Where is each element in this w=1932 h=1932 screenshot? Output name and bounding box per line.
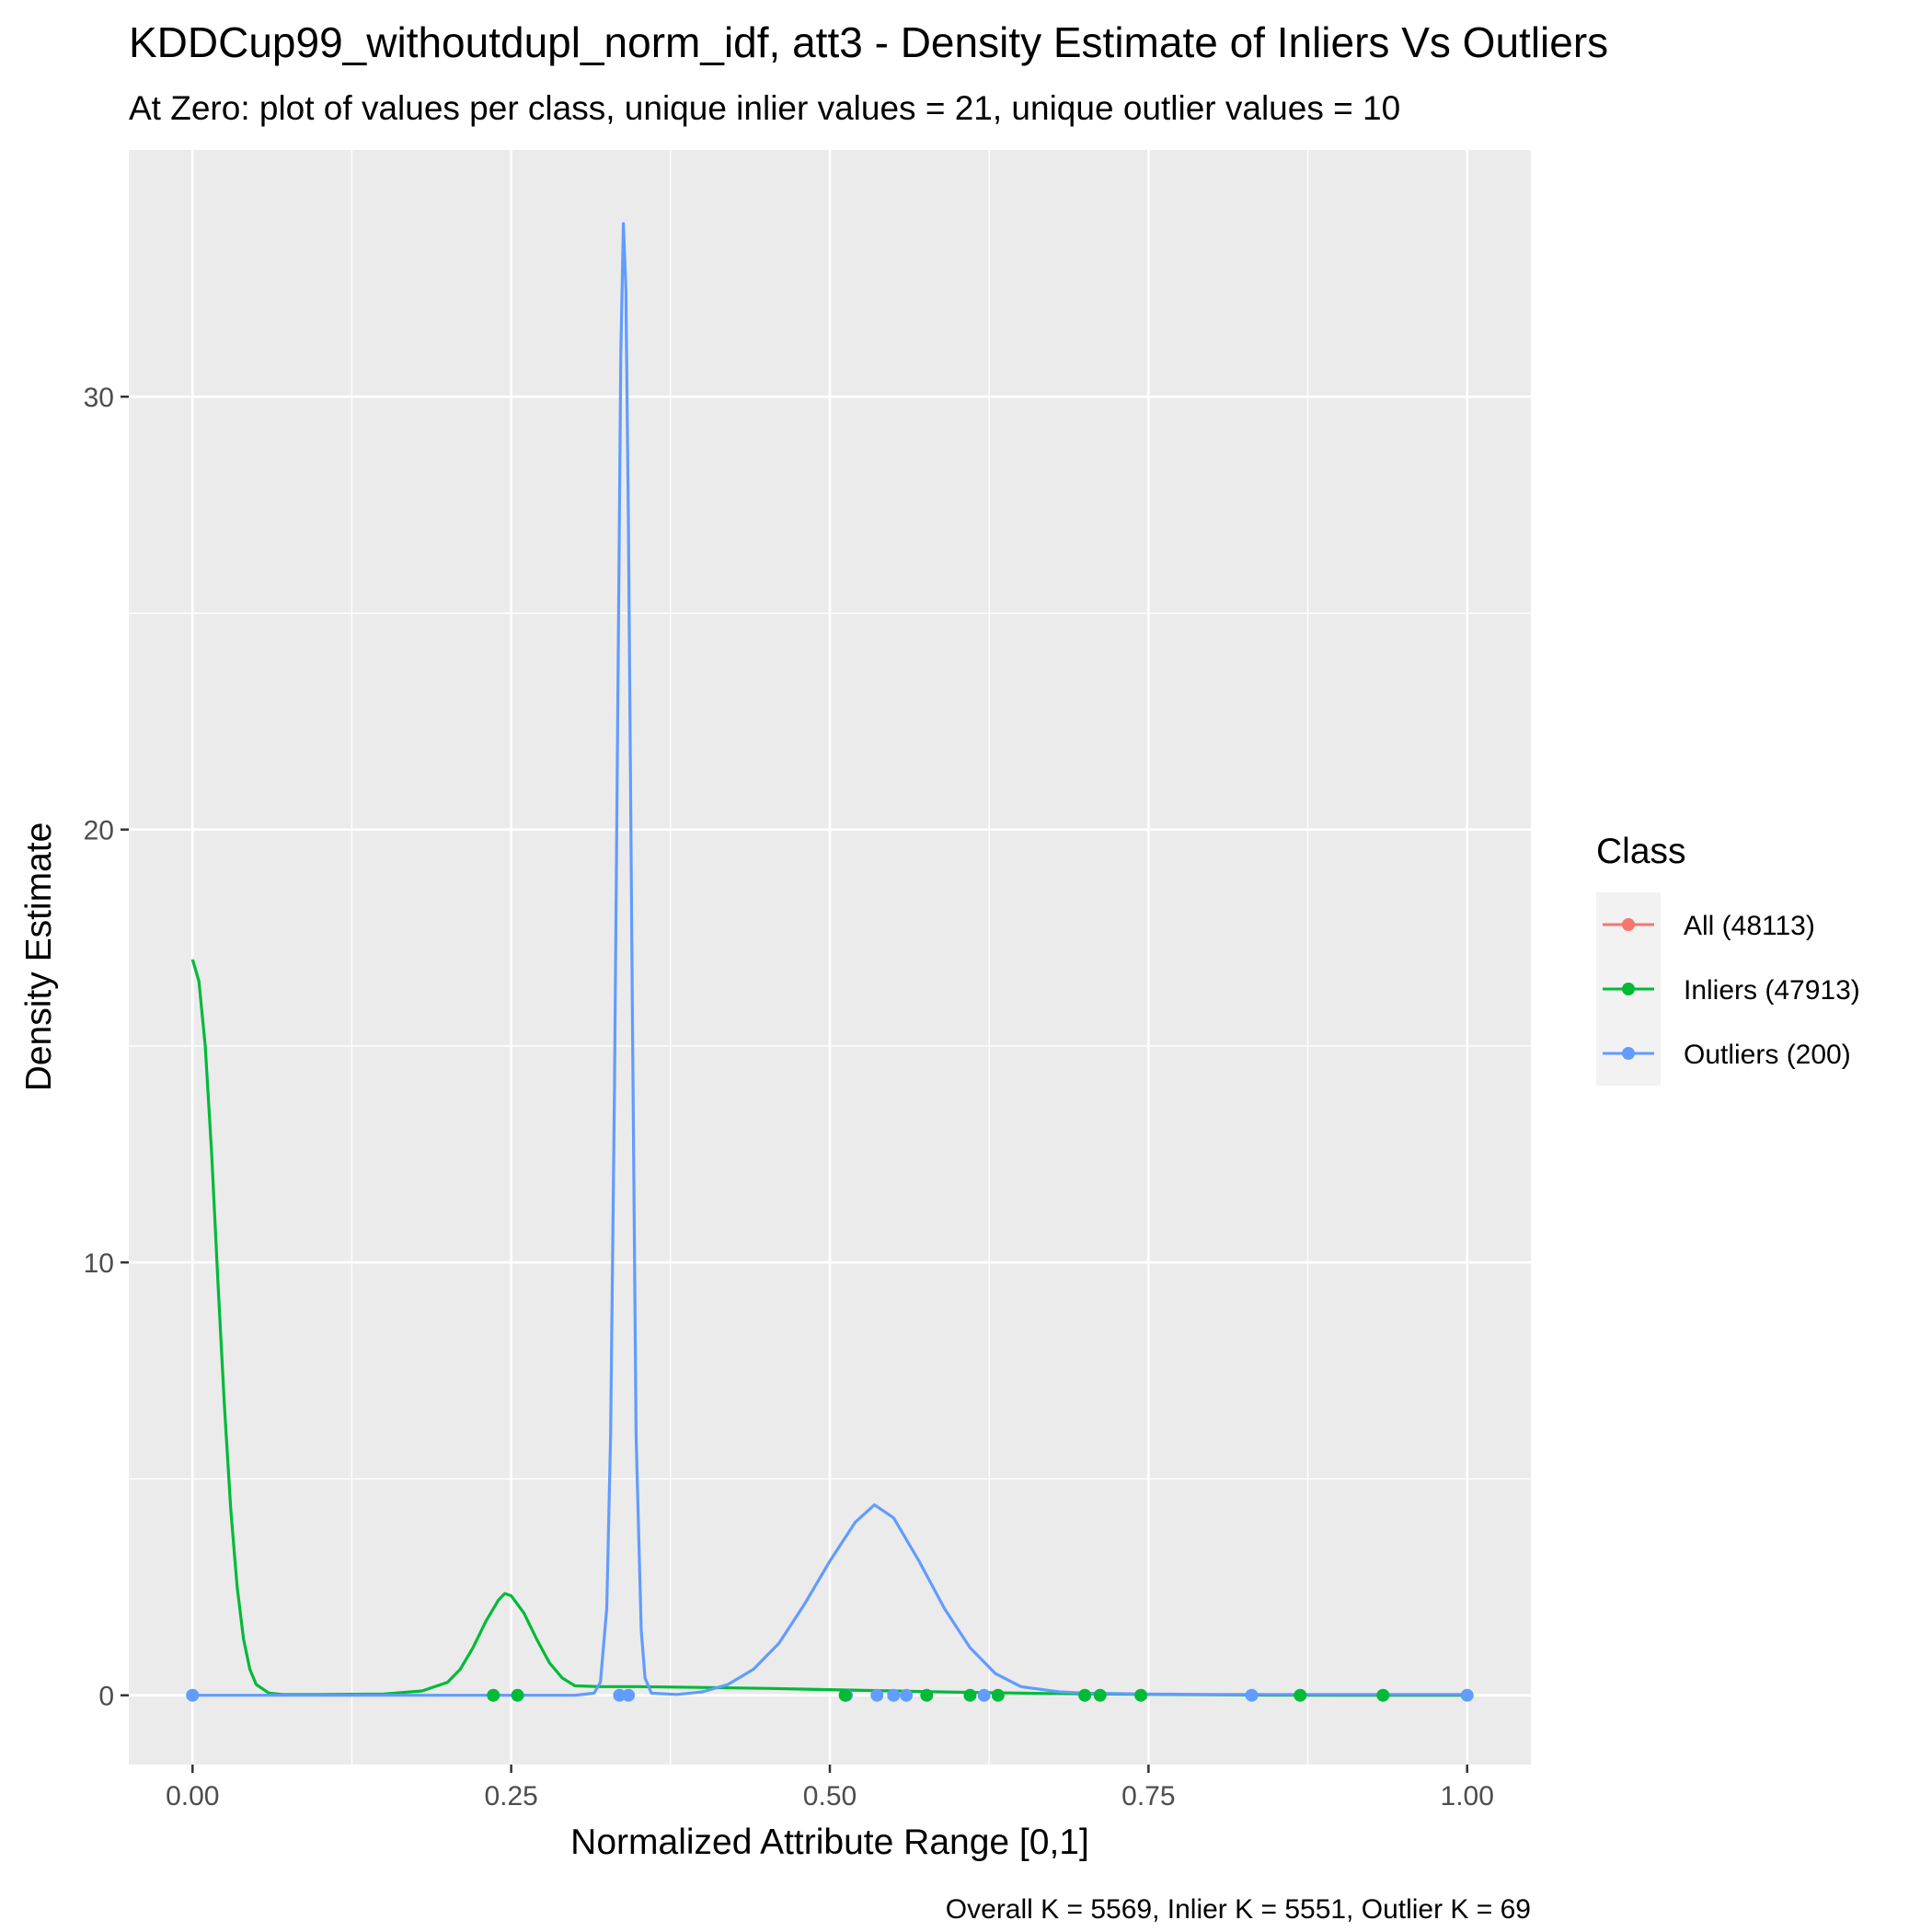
point-inliers — [1294, 1688, 1307, 1702]
x-tick-label: 0.00 — [166, 1781, 219, 1811]
point-outliers — [622, 1688, 636, 1702]
point-outliers — [613, 1688, 627, 1702]
legend-label-inliers: Inliers (47913) — [1684, 975, 1860, 1006]
grid-major — [129, 150, 1531, 1765]
point-outliers — [870, 1688, 884, 1702]
chart-caption: Overall K = 5569, Inlier K = 5551, Outli… — [946, 1894, 1531, 1925]
x-axis: 0.00 0.25 0.50 0.75 1.00 — [166, 1765, 1494, 1811]
x-axis-label: Normalized Attribute Range [0,1] — [570, 1823, 1089, 1862]
point-outliers — [977, 1688, 991, 1702]
point-inliers — [1093, 1688, 1107, 1702]
point-inliers — [1376, 1688, 1390, 1702]
point-inliers — [1134, 1688, 1148, 1702]
point-inliers — [991, 1688, 1005, 1702]
point-inliers — [838, 1688, 852, 1702]
y-tick-label: 30 — [84, 383, 114, 413]
legend-label-all: All (48113) — [1684, 911, 1815, 941]
point-inliers — [963, 1688, 977, 1702]
legend-item-inliers: Inliers (47913) — [1596, 957, 1860, 1021]
series-layer — [190, 222, 1467, 1697]
y-axis-label: Density Estimate — [19, 822, 59, 1092]
points-layer — [186, 1688, 1474, 1702]
x-tick-label: 0.75 — [1121, 1781, 1175, 1811]
y-tick-label: 0 — [98, 1682, 114, 1712]
chart-title: KDDCup99_withoutdupl_norm_idf, att3 - De… — [129, 18, 1608, 66]
legend-title: Class — [1596, 832, 1686, 871]
series-line-inliers — [190, 959, 1467, 1697]
legend-item-all: All (48113) — [1596, 892, 1815, 957]
chart-subtitle: At Zero: plot of values per class, uniqu… — [129, 89, 1400, 127]
legend-item-outliers: Outliers (200) — [1596, 1021, 1851, 1086]
y-tick-label: 10 — [84, 1248, 114, 1279]
x-tick-label: 0.25 — [484, 1781, 537, 1811]
point-outliers — [1460, 1688, 1474, 1702]
point-inliers — [511, 1688, 524, 1702]
point-outliers — [887, 1688, 901, 1702]
series-line-outliers — [192, 222, 1467, 1697]
legend-point-all — [1622, 918, 1635, 931]
point-inliers — [487, 1688, 500, 1702]
x-tick-label: 1.00 — [1441, 1781, 1494, 1811]
point-outliers — [186, 1688, 200, 1702]
y-tick-label: 20 — [84, 816, 114, 846]
y-axis: 0 10 20 30 — [84, 383, 129, 1712]
point-outliers — [900, 1688, 914, 1702]
legend: Class All (48113) Inliers (47913) Outlie… — [1596, 832, 1860, 1086]
point-inliers — [1078, 1688, 1092, 1702]
point-inliers — [920, 1688, 934, 1702]
legend-label-outliers: Outliers (200) — [1684, 1040, 1851, 1070]
x-tick-label: 0.50 — [803, 1781, 857, 1811]
point-outliers — [1245, 1688, 1259, 1702]
legend-point-outliers — [1622, 1047, 1635, 1060]
legend-point-inliers — [1622, 983, 1635, 995]
